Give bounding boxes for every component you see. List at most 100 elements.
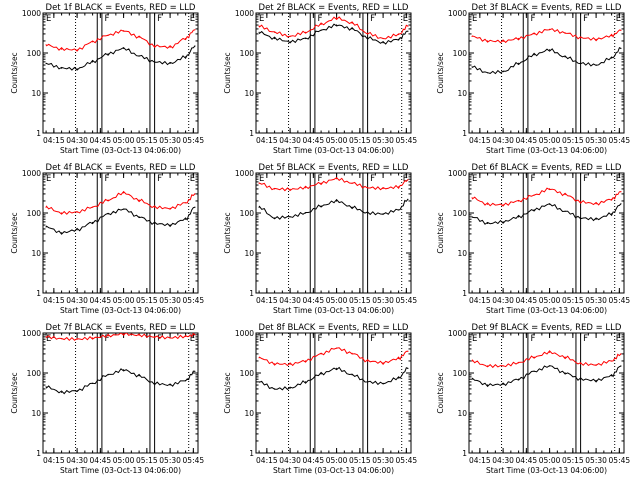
data-point bbox=[154, 382, 156, 384]
data-point bbox=[518, 378, 520, 380]
x-tick-label: 05:30 bbox=[372, 296, 394, 305]
data-point bbox=[611, 198, 613, 200]
data-point bbox=[305, 212, 307, 214]
series-lld bbox=[258, 177, 409, 192]
y-tick-label: 1000 bbox=[22, 329, 41, 338]
data-point bbox=[107, 213, 109, 215]
series-line bbox=[471, 187, 621, 207]
data-point bbox=[138, 55, 140, 57]
data-point bbox=[564, 32, 566, 34]
event-marker-label: E bbox=[46, 174, 51, 184]
x-tick-label: 05:15 bbox=[136, 456, 158, 465]
data-point bbox=[564, 210, 566, 212]
x-tick-label: 04:45 bbox=[90, 136, 112, 145]
data-point bbox=[169, 207, 171, 209]
data-point bbox=[487, 365, 489, 367]
data-point bbox=[154, 61, 156, 63]
x-tick-label: 04:15 bbox=[256, 136, 278, 145]
series-line bbox=[471, 365, 622, 388]
x-tick-label: 04:30 bbox=[492, 456, 514, 465]
x-tick-label: 05:30 bbox=[159, 456, 181, 465]
x-tick-label: 05:00 bbox=[539, 136, 561, 145]
data-point bbox=[367, 212, 369, 214]
data-point bbox=[185, 335, 187, 337]
plot-frame bbox=[468, 12, 625, 134]
x-tick-label: 05:15 bbox=[562, 296, 584, 305]
data-point bbox=[274, 217, 276, 219]
x-tick-label: 05:15 bbox=[562, 456, 584, 465]
y-tick-label: 10 bbox=[31, 409, 41, 418]
y-tick-label: 1 bbox=[249, 129, 254, 138]
x-tick-label: 05:45 bbox=[183, 456, 205, 465]
data-point bbox=[169, 337, 171, 339]
y-tick-label: 1 bbox=[36, 289, 41, 298]
data-point bbox=[580, 37, 582, 39]
data-point bbox=[76, 390, 78, 392]
data-point bbox=[194, 206, 196, 208]
event-marker-label: E bbox=[472, 334, 477, 344]
x-axis-label: Start Time (03-Oct-13 04:06:00) bbox=[486, 306, 607, 315]
data-point bbox=[45, 226, 47, 228]
x-tick-label: 05:15 bbox=[562, 136, 584, 145]
x-tick-label: 04:30 bbox=[279, 136, 301, 145]
y-axis-label: Counts/sec bbox=[10, 212, 19, 253]
y-tick-label: 1000 bbox=[235, 9, 254, 18]
data-point bbox=[367, 32, 369, 34]
x-tick-label: 05:30 bbox=[159, 136, 181, 145]
y-tick-label: 1 bbox=[249, 449, 254, 458]
data-point bbox=[382, 42, 384, 44]
data-point bbox=[92, 337, 94, 339]
data-point bbox=[274, 388, 276, 390]
y-tick-label: 1000 bbox=[22, 169, 41, 178]
data-point bbox=[407, 198, 409, 200]
data-point bbox=[580, 363, 582, 365]
x-tick-label: 04:45 bbox=[303, 296, 325, 305]
detector-panel-9: Det 9f BLACK = Events, RED = LLD 1 10 100 10… bbox=[436, 323, 630, 475]
y-tick-label: 100 bbox=[453, 49, 468, 58]
data-point bbox=[611, 57, 613, 59]
plot-frame bbox=[255, 172, 412, 294]
data-point bbox=[123, 192, 125, 194]
data-point bbox=[502, 365, 504, 367]
data-point bbox=[92, 221, 94, 224]
data-point bbox=[45, 62, 47, 64]
x-tick-label: 05:45 bbox=[609, 296, 631, 305]
event-marker-label: F bbox=[370, 174, 375, 184]
x-tick-label: 04:30 bbox=[66, 296, 88, 305]
y-tick-label: 100 bbox=[453, 369, 468, 378]
data-point bbox=[45, 336, 47, 338]
data-point bbox=[564, 193, 566, 196]
detector-panel-5: Det 5f BLACK = Events, RED = LLD 1 10 100 10… bbox=[223, 163, 417, 315]
data-point bbox=[533, 194, 535, 196]
data-point bbox=[61, 391, 63, 393]
data-point bbox=[138, 375, 140, 377]
series-lld bbox=[45, 29, 196, 52]
event-marker-label: F bbox=[530, 14, 535, 24]
x-axis-label: Start Time (03-Oct-13 04:06:00) bbox=[273, 466, 394, 475]
data-point bbox=[595, 379, 597, 382]
data-point bbox=[620, 203, 622, 205]
data-point bbox=[407, 179, 409, 181]
data-point bbox=[154, 336, 156, 338]
data-point bbox=[487, 203, 489, 205]
y-tick-label: 1 bbox=[249, 289, 254, 298]
data-point bbox=[123, 47, 125, 50]
data-point bbox=[620, 353, 622, 355]
series-line bbox=[258, 177, 409, 192]
series-lld bbox=[258, 16, 409, 40]
x-tick-label: 05:45 bbox=[183, 136, 205, 145]
data-point bbox=[258, 381, 260, 383]
data-point bbox=[595, 64, 597, 66]
event-marker-label: E bbox=[190, 174, 195, 184]
event-marker-label: F bbox=[317, 14, 322, 24]
x-axis-label: Start Time (03-Oct-13 04:06:00) bbox=[486, 466, 607, 475]
event-marker-label: F bbox=[530, 334, 535, 344]
y-tick-label: 10 bbox=[457, 409, 467, 418]
data-point bbox=[611, 35, 613, 37]
data-point bbox=[564, 372, 566, 374]
data-point bbox=[518, 62, 520, 64]
y-axis-label: Counts/sec bbox=[10, 52, 19, 93]
x-tick-label: 04:45 bbox=[303, 456, 325, 465]
series-line bbox=[471, 47, 622, 75]
plot-frame bbox=[468, 332, 625, 454]
